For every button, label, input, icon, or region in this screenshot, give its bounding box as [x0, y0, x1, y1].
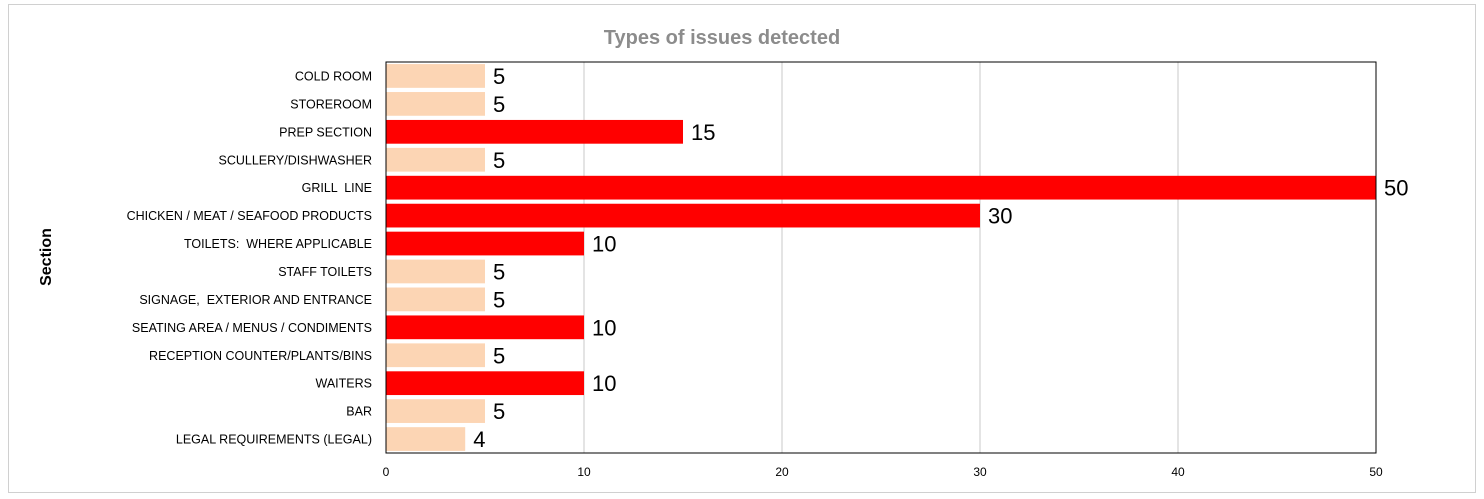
bar	[386, 343, 485, 368]
chart-frame	[8, 4, 1476, 493]
y-axis-label: Section	[38, 228, 55, 286]
data-label: 5	[493, 287, 505, 312]
data-label: 5	[493, 399, 505, 424]
bar	[386, 399, 485, 423]
data-label: 5	[493, 64, 505, 89]
category-label: COLD ROOM	[295, 69, 372, 83]
data-label: 5	[493, 343, 505, 368]
category-label: WAITERS	[316, 377, 372, 391]
category-label: STOREROOM	[290, 97, 372, 111]
data-label: 4	[473, 427, 485, 452]
x-tick-labels: 0 10 20 30 40 50	[383, 465, 1383, 479]
data-label: 50	[1384, 176, 1408, 201]
bar	[386, 203, 980, 228]
data-label: 5	[493, 148, 505, 173]
category-label: SCULLERY/DISHWASHER	[218, 153, 372, 167]
category-label: RECEPTION COUNTER/PLANTS/BINS	[149, 349, 372, 363]
category-label: GRILL LINE	[302, 181, 372, 195]
data-label: 10	[592, 232, 616, 257]
category-label: SIGNAGE, EXTERIOR AND ENTRANCE	[139, 293, 372, 307]
data-label: 15	[691, 120, 715, 145]
category-label: TOILETS: WHERE APPLICABLE	[184, 237, 372, 251]
plot-area-border	[385, 61, 1377, 454]
bar	[386, 427, 466, 451]
bar	[386, 315, 584, 340]
chart-title: Types of issues detected	[604, 27, 840, 49]
bar	[386, 175, 1376, 200]
bar	[386, 92, 485, 116]
category-label: BAR	[346, 405, 372, 419]
data-label: 10	[592, 371, 616, 396]
category-label: LEGAL REQUIREMENTS (LEGAL)	[176, 433, 372, 447]
bars	[386, 64, 1376, 451]
data-label: 30	[988, 204, 1012, 229]
data-label: 10	[592, 315, 616, 340]
category-label: STAFF TOILETS	[278, 265, 372, 279]
bar	[386, 231, 584, 256]
bar	[386, 371, 584, 396]
x-tick-label: 0	[383, 465, 390, 479]
x-tick-label: 20	[775, 465, 789, 479]
x-tick-label: 40	[1171, 465, 1185, 479]
category-label: PREP SECTION	[279, 125, 372, 139]
bar	[386, 119, 683, 144]
data-label: 5	[493, 259, 505, 284]
bar	[386, 64, 485, 88]
x-tick-label: 10	[577, 465, 591, 479]
x-tick-label: 50	[1369, 465, 1383, 479]
category-label: CHICKEN / MEAT / SEAFOOD PRODUCTS	[127, 209, 372, 223]
bar	[386, 287, 485, 312]
bar	[386, 259, 485, 284]
category-label: SEATING AREA / MENUS / CONDIMENTS	[132, 321, 372, 335]
x-tick-label: 30	[973, 465, 987, 479]
data-label: 5	[493, 92, 505, 117]
category-labels: COLD ROOM STOREROOM PREP SECTION SCULLERY/D…	[127, 69, 372, 446]
bar	[386, 147, 485, 172]
